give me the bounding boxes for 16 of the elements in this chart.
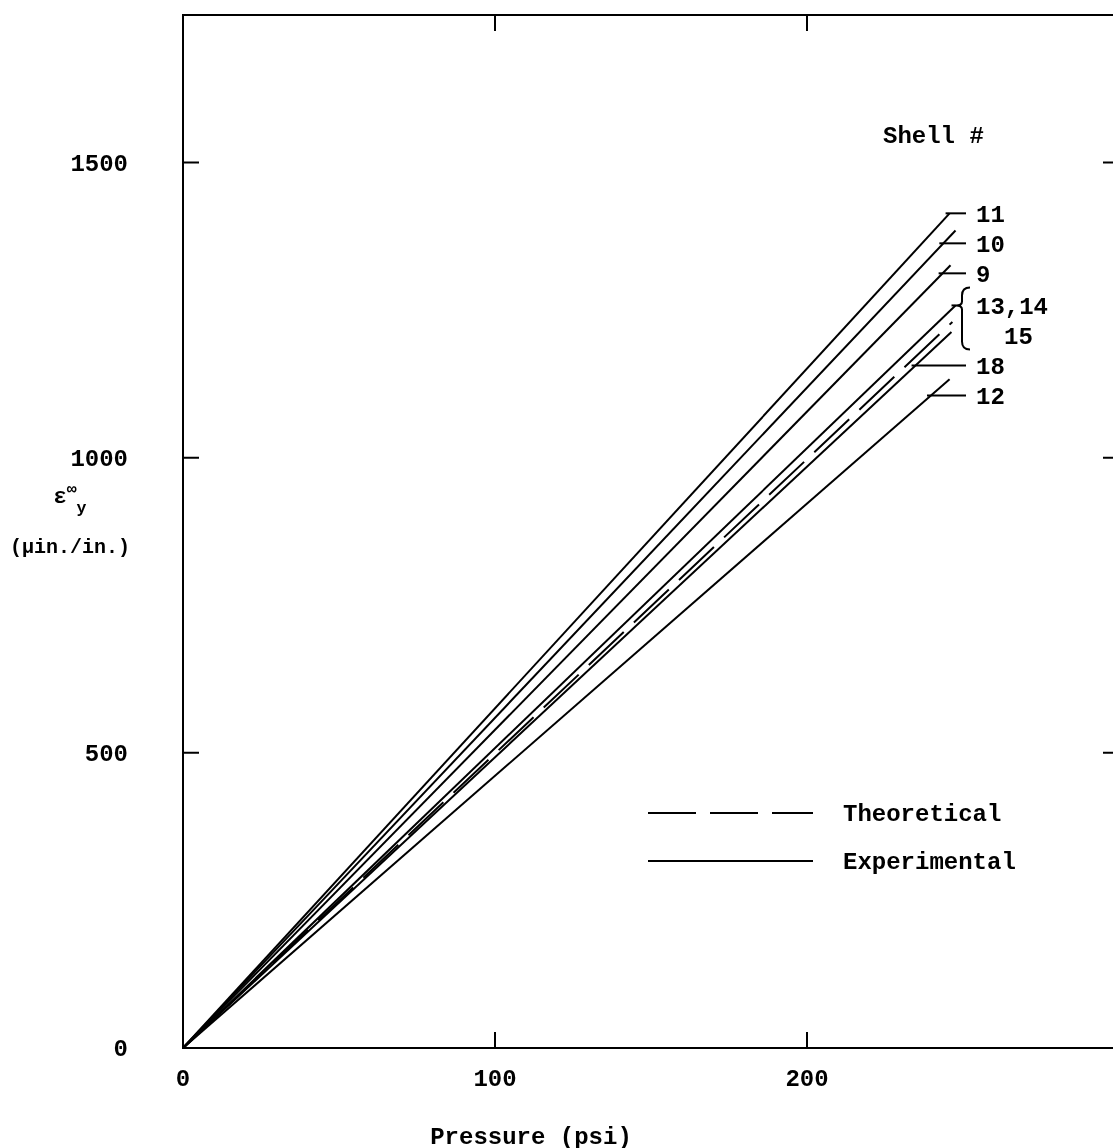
- legend-title: Shell #: [883, 123, 984, 150]
- legend-label: 9: [976, 261, 991, 289]
- y-tick-label: 0: [113, 1036, 128, 1064]
- x-tick-label: 0: [175, 1066, 191, 1093]
- x-tick-label: 100: [473, 1066, 517, 1093]
- y-tick-label: 1000: [70, 446, 128, 474]
- legend-label: 12: [976, 383, 1005, 411]
- legend-label: 13,14 15: [976, 293, 1049, 351]
- legend-label: 18: [976, 353, 1005, 381]
- y-tick-label: 1500: [70, 150, 128, 178]
- x-tick-label: 200: [785, 1066, 829, 1093]
- annotation: Experimental: [843, 849, 1016, 877]
- legend-label: 11: [976, 201, 1005, 229]
- y-tick-label: 500: [84, 741, 128, 769]
- legend-label: 10: [976, 231, 1005, 259]
- annotation: Theoretical: [843, 801, 1002, 829]
